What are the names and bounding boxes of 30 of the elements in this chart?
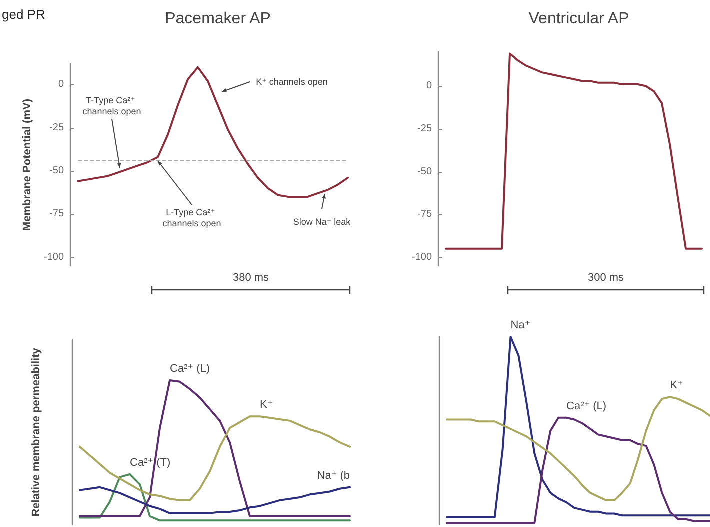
y-tick-label: -100 [44, 252, 64, 263]
y-tick-label: 0 [426, 80, 432, 92]
line-series [445, 52, 703, 250]
y-tick-label: -50 [418, 166, 432, 178]
y-tick-label: -75 [50, 208, 64, 220]
y-tick-label: 0 [58, 79, 64, 90]
series-label: Ca²⁺ (L) [170, 362, 210, 375]
series-label: Ca²⁺ (T) [130, 456, 171, 469]
y-tick-label: -25 [418, 124, 432, 135]
annotation: L-Type Ca²⁺ channels open [162, 208, 222, 228]
y-tick-label: -25 [50, 122, 64, 134]
annotation: Slow Na⁺ leak [293, 217, 352, 227]
y-tick-label: -100 [412, 252, 432, 263]
y-axis-title: Membrane Potential (mV) [22, 98, 34, 232]
y-axis-title: Relative membrane permeability [30, 347, 42, 517]
annotation: K⁺ channels open [256, 77, 328, 87]
line-series [77, 66, 349, 198]
annotation: T-Type Ca²⁺ channels open [82, 96, 142, 116]
x-axis-title: 380 ms [232, 272, 270, 284]
series-label: K⁺ [670, 380, 684, 392]
series-label: Na⁺ (b [317, 470, 350, 482]
y-tick-label: -50 [50, 166, 64, 177]
series-label: Na⁺ [510, 320, 531, 332]
series-label: Ca²⁺ (L) [566, 400, 607, 412]
chart-title: Ventricular AP [528, 10, 630, 28]
x-axis-title: 300 ms [588, 272, 625, 284]
text: ged PR [2, 7, 46, 22]
chart-title: Pacemaker AP [165, 10, 271, 28]
series-label: K⁺ [260, 399, 274, 412]
y-tick-label: -75 [418, 209, 432, 220]
